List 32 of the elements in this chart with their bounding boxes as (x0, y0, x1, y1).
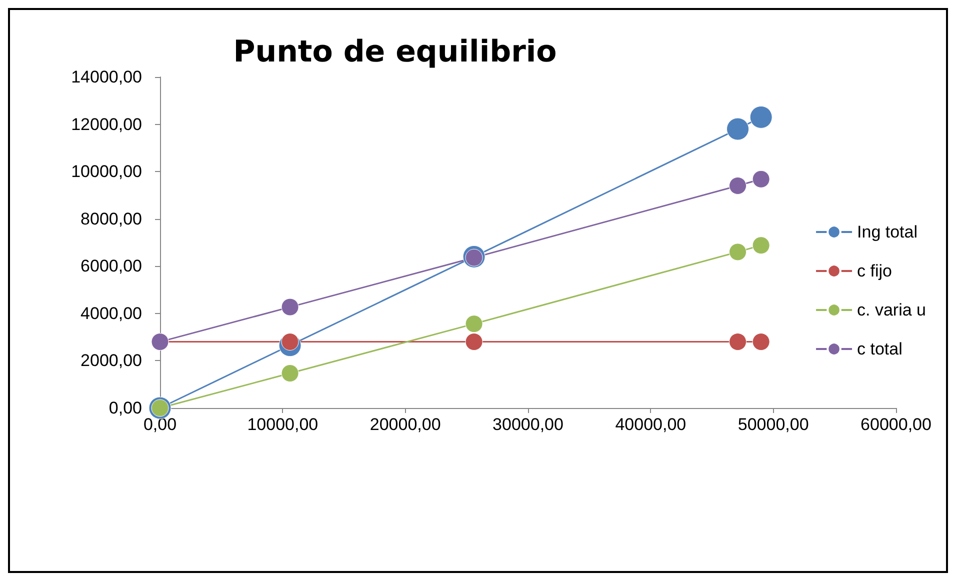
point (465, 333, 483, 351)
legend-label: c. varia u (857, 300, 926, 320)
point (465, 315, 483, 333)
y-tick-label: 6000,00 (80, 256, 142, 276)
x-tick-label: 10000,00 (247, 415, 318, 434)
point (752, 236, 770, 254)
x-tick-label: 60000,00 (860, 415, 932, 434)
legend-label: c fijo (857, 262, 892, 280)
legend-label: Ing total (857, 222, 918, 242)
point (729, 243, 747, 261)
x-tick-label: 20000,00 (370, 415, 441, 434)
point (750, 106, 772, 128)
y-tick-label: 0,00 (108, 398, 142, 418)
x-tick-label: 50000,00 (738, 415, 809, 434)
point (281, 298, 299, 316)
y-tick-label: 14000,00 (71, 68, 142, 86)
x-tick-label: 0,00 (143, 415, 177, 434)
y-tick-label: 8000,00 (80, 209, 142, 228)
point (752, 170, 770, 188)
point (729, 177, 747, 194)
point (281, 364, 299, 382)
legend-label: c total (857, 340, 902, 358)
point (726, 118, 750, 140)
y-tick-label: 4000,00 (80, 304, 142, 323)
y-tick-label: 12000,00 (71, 114, 142, 134)
y-tick-label: 2000,00 (80, 351, 142, 370)
x-tick-label: 40000,00 (615, 415, 686, 434)
y-tick-label: 10000,00 (71, 162, 142, 182)
chart-title: Punto de equilibrio (233, 34, 557, 70)
x-tick-label: 30000,00 (492, 415, 564, 434)
point (752, 333, 770, 351)
point (729, 333, 747, 351)
